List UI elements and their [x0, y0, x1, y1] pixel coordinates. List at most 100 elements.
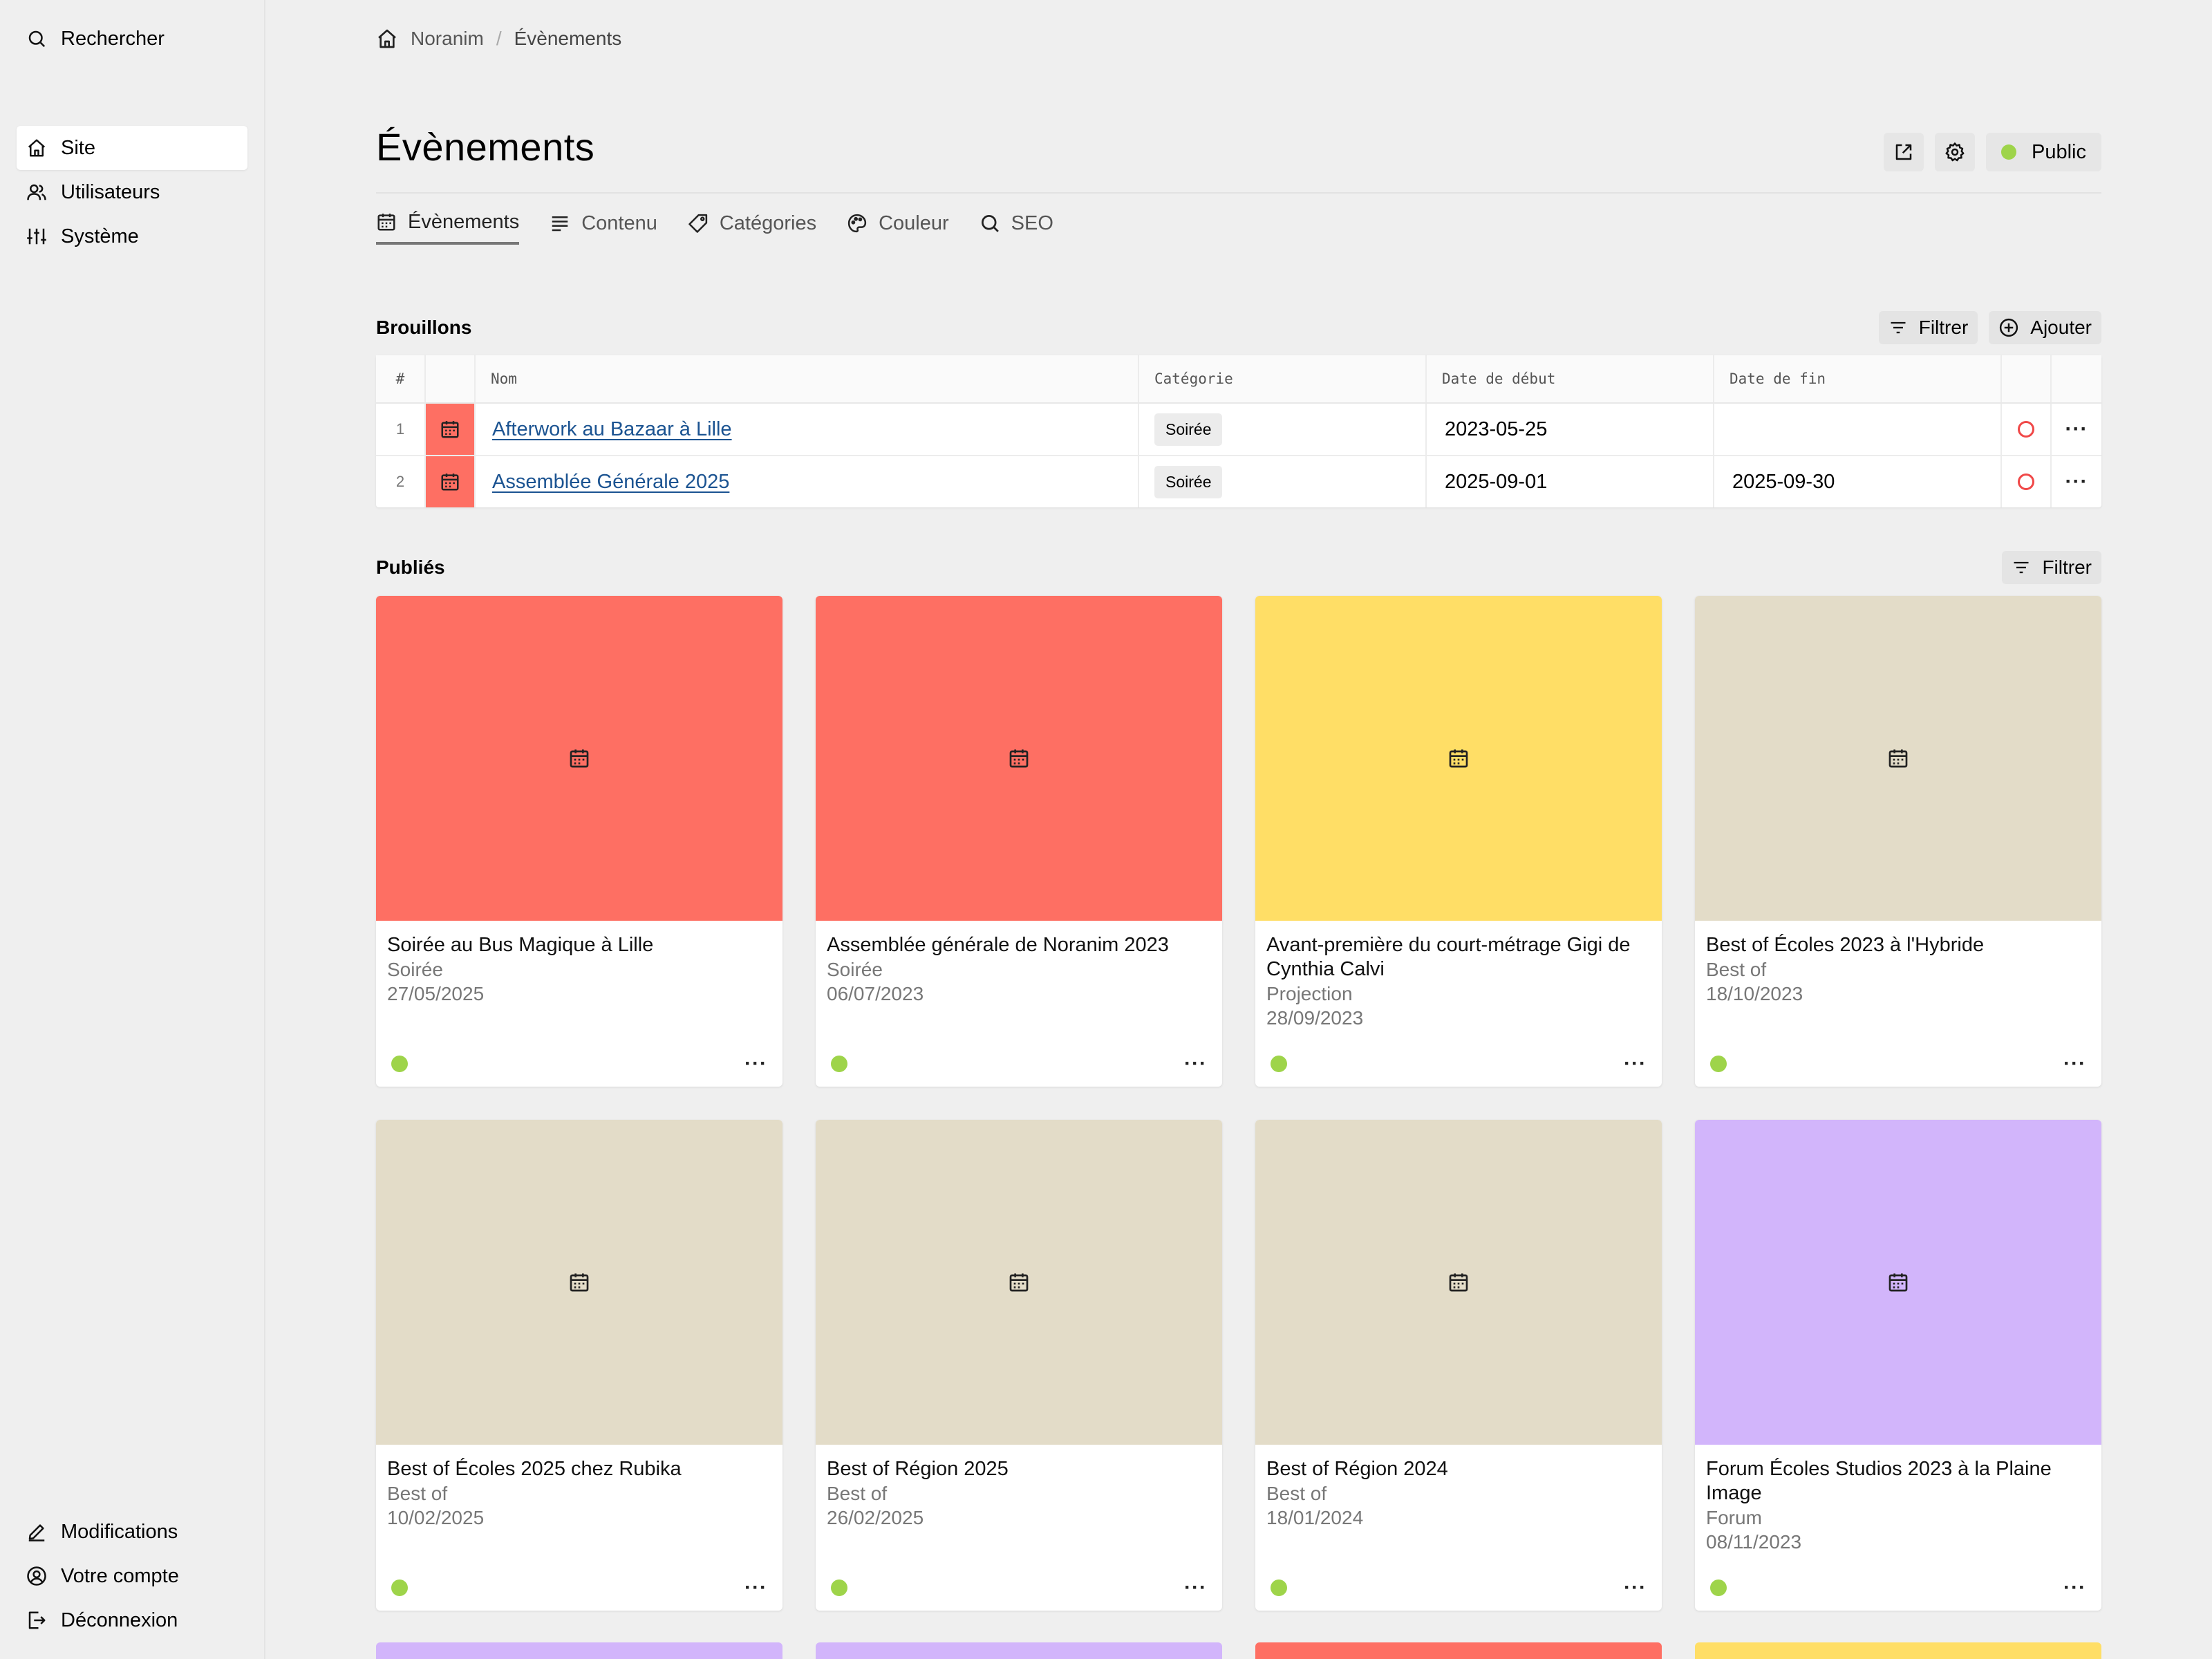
col-end-date[interactable]: Date de fin	[1714, 355, 2002, 402]
table-row[interactable]: 1 Afterwork au Bazaar à Lille Soirée 202…	[376, 404, 2101, 456]
tab-events[interactable]: Évènements	[376, 202, 520, 245]
logout-icon	[26, 1610, 47, 1631]
event-card-image[interactable]	[1695, 596, 2101, 921]
add-button[interactable]: Ajouter	[1989, 311, 2101, 344]
sliders-icon	[26, 226, 47, 247]
open-external-button[interactable]	[1884, 133, 1924, 171]
event-card-title[interactable]: Best of Région 2025	[827, 1458, 1009, 1480]
event-card-title[interactable]: Assemblée générale de Noranim 2023	[827, 934, 1169, 956]
card-more-button[interactable]: ···	[1184, 1052, 1207, 1075]
calendar-icon	[1008, 1271, 1030, 1293]
card-more-button[interactable]: ···	[744, 1576, 767, 1599]
event-card-partial[interactable]	[816, 1642, 1222, 1659]
row-status[interactable]	[2002, 456, 2052, 507]
row-more-button[interactable]: ···	[2052, 404, 2101, 455]
event-card[interactable]: Soirée au Bus Magique à Lille Soirée 27/05…	[376, 596, 782, 1087]
nav-item-system[interactable]: Système	[17, 214, 247, 259]
event-card[interactable]: Forum Écoles Studios 2023 à la Plaine Im…	[1695, 1120, 2101, 1611]
event-card-title[interactable]: Best of Région 2024	[1266, 1458, 1448, 1480]
card-more-button[interactable]: ···	[1624, 1052, 1647, 1075]
settings-button[interactable]	[1935, 133, 1975, 171]
event-card-image[interactable]	[1255, 596, 1662, 921]
nav-label: Votre compte	[61, 1564, 179, 1587]
event-card-image[interactable]	[816, 1120, 1222, 1445]
filter-button[interactable]: Filtrer	[1878, 311, 1978, 344]
drafts-header: Brouillons Filtrer Ajouter	[376, 311, 2101, 344]
col-start-date[interactable]: Date de début	[1427, 355, 1714, 402]
event-card-image[interactable]	[816, 596, 1222, 921]
filter-label: Filtrer	[2042, 556, 2092, 578]
event-card-date: 28/09/2023	[1266, 1007, 1364, 1029]
event-card[interactable]: Assemblée générale de Noranim 2023 Soirée…	[816, 596, 1222, 1087]
event-card-title[interactable]: Best of Écoles 2025 chez Rubika	[387, 1458, 682, 1480]
text-lines-icon	[550, 213, 570, 234]
account-nav: Modifications Votre compte Déconnexion	[17, 1510, 247, 1642]
tab-color[interactable]: Couleur	[847, 202, 949, 245]
row-name: Assemblée Générale 2025	[476, 456, 1139, 507]
event-card-category: Forum	[1706, 1507, 1762, 1528]
nav-item-account[interactable]: Votre compte	[17, 1554, 247, 1598]
event-card-date: 08/11/2023	[1706, 1531, 1802, 1553]
card-more-button[interactable]: ···	[2063, 1052, 2086, 1075]
table-header-row: # Nom Catégorie Date de début Date de fi…	[376, 355, 2101, 404]
event-link[interactable]: Assemblée Générale 2025	[492, 470, 730, 493]
event-card[interactable]: Best of Écoles 2023 à l'Hybride Best of 18…	[1695, 596, 2101, 1087]
event-card[interactable]: Avant-première du court-métrage Gigi de …	[1255, 596, 1662, 1087]
breadcrumb-site[interactable]: Noranim	[411, 28, 484, 49]
card-more-button[interactable]: ···	[2063, 1576, 2086, 1599]
filter-button[interactable]: Filtrer	[2002, 551, 2101, 584]
unpublished-status-icon	[2018, 421, 2034, 438]
event-card-title[interactable]: Best of Écoles 2023 à l'Hybride	[1706, 934, 1985, 956]
palette-icon	[847, 213, 868, 234]
card-more-button[interactable]: ···	[744, 1052, 767, 1075]
event-card-footer: ···	[1271, 1577, 1647, 1598]
nav-label: Déconnexion	[61, 1609, 178, 1631]
event-link[interactable]: Afterwork au Bazaar à Lille	[492, 418, 732, 440]
nav-item-users[interactable]: Utilisateurs	[17, 170, 247, 214]
event-card-body: Best of Région 2024 Best of 18/01/2024	[1255, 1445, 1662, 1530]
row-name: Afterwork au Bazaar à Lille	[476, 404, 1139, 455]
card-more-button[interactable]: ···	[1624, 1576, 1647, 1599]
tab-content[interactable]: Contenu	[550, 202, 657, 245]
table-row[interactable]: 2 Assemblée Générale 2025 Soirée 2025-09…	[376, 456, 2101, 507]
event-card-title[interactable]: Soirée au Bus Magique à Lille	[387, 934, 654, 956]
published-header: Publiés Filtrer	[376, 551, 2101, 584]
tab-seo[interactable]: SEO	[980, 202, 1053, 245]
row-start-date: 2023-05-25	[1427, 404, 1714, 455]
col-number[interactable]: #	[376, 355, 426, 402]
main-content: Noranim / Évènements Évènements Public É…	[265, 0, 2212, 1659]
tab-categories[interactable]: Catégories	[688, 202, 816, 245]
row-status[interactable]	[2002, 404, 2052, 455]
nav-item-modifications[interactable]: Modifications	[17, 1510, 247, 1554]
row-more-button[interactable]: ···	[2052, 456, 2101, 507]
event-card-image[interactable]	[1255, 1120, 1662, 1445]
nav-item-site[interactable]: Site	[17, 126, 247, 170]
col-category[interactable]: Catégorie	[1139, 355, 1427, 402]
filter-icon	[2012, 558, 2031, 577]
col-name[interactable]: Nom	[476, 355, 1139, 402]
event-card-category: Projection	[1266, 983, 1353, 1004]
home-icon[interactable]	[376, 28, 398, 50]
event-card-title[interactable]: Avant-première du court-métrage Gigi de …	[1266, 934, 1631, 980]
nav-item-logout[interactable]: Déconnexion	[17, 1598, 247, 1642]
event-card-partial[interactable]	[1255, 1642, 1662, 1659]
calendar-icon	[376, 212, 397, 232]
tab-label: Couleur	[879, 212, 949, 234]
event-card[interactable]: Best of Écoles 2025 chez Rubika Best of 10…	[376, 1120, 782, 1611]
event-card[interactable]: Best of Région 2025 Best of 26/02/2025 ···	[816, 1120, 1222, 1611]
event-card[interactable]: Best of Région 2024 Best of 18/01/2024 ···	[1255, 1120, 1662, 1611]
card-more-button[interactable]: ···	[1184, 1576, 1207, 1599]
event-card-category: Best of	[827, 1483, 888, 1504]
row-category: Soirée	[1139, 456, 1427, 507]
search-button[interactable]: Rechercher	[26, 24, 165, 54]
event-card-partial[interactable]	[376, 1642, 782, 1659]
event-card-title[interactable]: Forum Écoles Studios 2023 à la Plaine Im…	[1706, 1458, 2052, 1504]
visibility-status-button[interactable]: Public	[1986, 133, 2101, 171]
event-card-image[interactable]	[376, 1120, 782, 1445]
published-status-dot	[1710, 1056, 1727, 1072]
event-card-partial[interactable]	[1695, 1642, 2101, 1659]
event-card-image[interactable]	[376, 596, 782, 921]
search-icon	[980, 213, 1000, 234]
event-card-image[interactable]	[1695, 1120, 2101, 1445]
unpublished-status-icon	[2018, 474, 2034, 490]
